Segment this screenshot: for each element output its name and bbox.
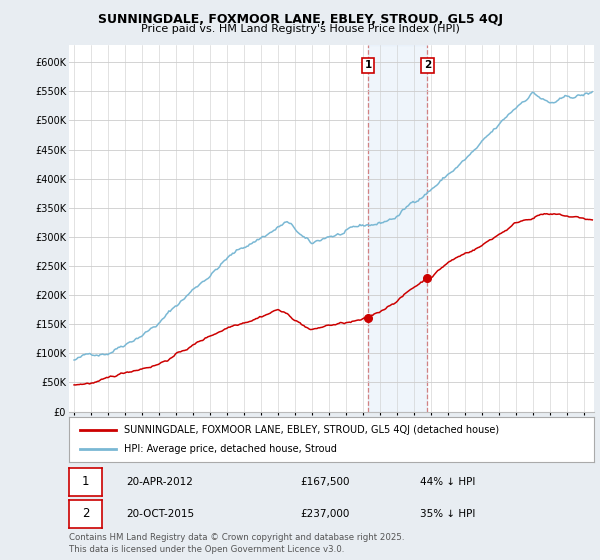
Text: 2: 2 [82, 507, 89, 520]
Text: £237,000: £237,000 [300, 508, 349, 519]
Text: Price paid vs. HM Land Registry's House Price Index (HPI): Price paid vs. HM Land Registry's House … [140, 24, 460, 34]
Text: HPI: Average price, detached house, Stroud: HPI: Average price, detached house, Stro… [124, 445, 337, 455]
Text: 44% ↓ HPI: 44% ↓ HPI [420, 477, 475, 487]
Text: 2: 2 [424, 60, 431, 70]
Text: 20-APR-2012: 20-APR-2012 [126, 477, 193, 487]
Text: 1: 1 [82, 475, 89, 488]
Text: Contains HM Land Registry data © Crown copyright and database right 2025.
This d: Contains HM Land Registry data © Crown c… [69, 533, 404, 554]
Text: 20-OCT-2015: 20-OCT-2015 [126, 508, 194, 519]
Bar [368, 45, 427, 412]
Text: SUNNINGDALE, FOXMOOR LANE, EBLEY, STROUD, GL5 4QJ (detached house): SUNNINGDALE, FOXMOOR LANE, EBLEY, STROUD… [124, 424, 499, 435]
Text: £167,500: £167,500 [300, 477, 349, 487]
Text: SUNNINGDALE, FOXMOOR LANE, EBLEY, STROUD, GL5 4QJ: SUNNINGDALE, FOXMOOR LANE, EBLEY, STROUD… [97, 13, 503, 26]
Text: 1: 1 [364, 60, 371, 70]
Text: 35% ↓ HPI: 35% ↓ HPI [420, 508, 475, 519]
